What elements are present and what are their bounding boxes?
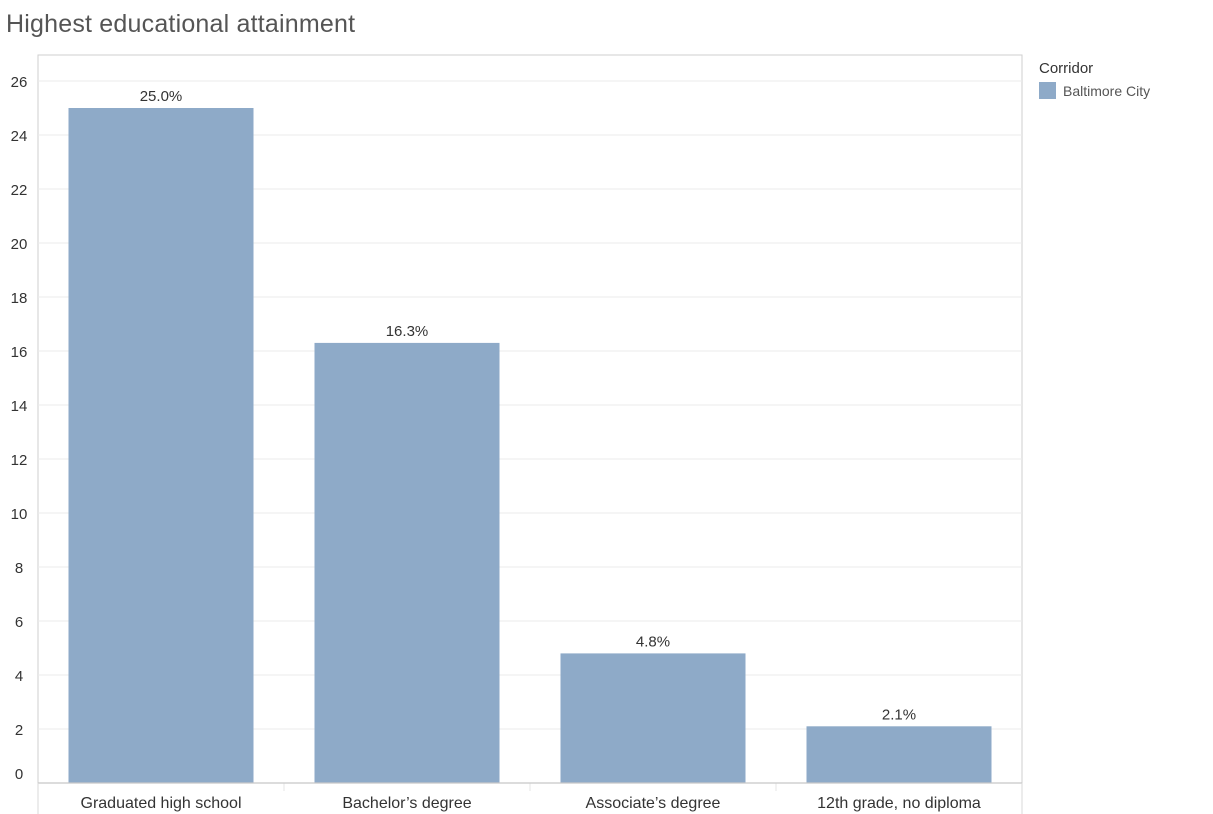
bar[interactable]: [314, 342, 500, 783]
legend: Corridor Baltimore City: [1039, 60, 1150, 99]
legend-item-baltimore-city[interactable]: Baltimore City: [1039, 82, 1150, 99]
y-tick-label: 8: [15, 560, 23, 577]
bar[interactable]: [68, 108, 254, 783]
y-tick-label: 16: [11, 344, 28, 361]
y-tick-label: 26: [11, 74, 28, 91]
data-label: 4.8%: [636, 633, 670, 650]
data-label: 25.0%: [140, 88, 183, 105]
legend-swatch: [1039, 82, 1056, 99]
legend-label: Baltimore City: [1063, 82, 1151, 99]
y-tick-label: 22: [11, 182, 28, 199]
y-tick-label: 12: [11, 452, 28, 469]
legend-title: Corridor: [1039, 60, 1094, 77]
y-tick-label: 24: [11, 128, 28, 145]
bar[interactable]: [560, 653, 746, 783]
y-tick-label: 14: [11, 398, 28, 415]
y-tick-label: 10: [11, 506, 28, 523]
y-tick-label: 2: [15, 722, 23, 739]
bar[interactable]: [806, 726, 992, 783]
y-tick-label: 6: [15, 614, 23, 631]
x-tick-label: Associate’s degree: [586, 795, 721, 812]
chart-title: Highest educational attainment: [6, 10, 356, 38]
y-tick-label: 0: [15, 766, 23, 783]
data-label: 2.1%: [882, 706, 916, 723]
data-label: 16.3%: [386, 323, 429, 340]
y-tick-label: 4: [15, 668, 23, 685]
x-tick-label: Graduated high school: [81, 795, 242, 812]
y-tick-label: 18: [11, 290, 28, 307]
x-tick-label: 12th grade, no diploma: [817, 795, 981, 812]
x-tick-label: Bachelor’s degree: [342, 795, 471, 812]
y-tick-label: 20: [11, 236, 28, 253]
